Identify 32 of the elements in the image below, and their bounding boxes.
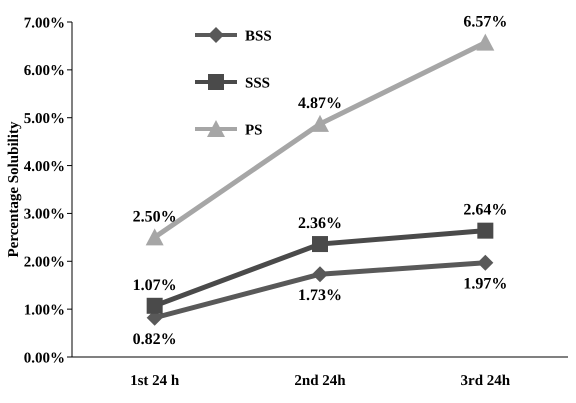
y-tick-label: 2.00% bbox=[24, 254, 65, 271]
data-label: 1.07% bbox=[132, 276, 177, 294]
data-label: 4.87% bbox=[298, 94, 342, 112]
data-label: 2.36% bbox=[298, 215, 342, 232]
y-axis-title: Percentage Solubility bbox=[6, 121, 22, 258]
y-tick-label: 6.00% bbox=[24, 63, 65, 80]
point bbox=[311, 114, 329, 132]
point bbox=[146, 228, 164, 246]
x-tick-label: 1st 24 h bbox=[130, 373, 180, 389]
y-tick-label: 5.00% bbox=[24, 110, 65, 127]
point bbox=[476, 34, 494, 51]
data-label: 2.64% bbox=[463, 202, 508, 219]
data-label: 0.82% bbox=[132, 330, 177, 348]
point bbox=[477, 254, 494, 271]
point bbox=[312, 266, 328, 282]
data-label: 2.50% bbox=[132, 208, 177, 226]
x-tick-label: 3rd 24h bbox=[460, 373, 511, 389]
point bbox=[477, 222, 494, 239]
legend-label: PS bbox=[245, 122, 263, 138]
data-label: 1.73% bbox=[298, 287, 342, 304]
point bbox=[312, 236, 328, 252]
x-tick-label: 2nd 24h bbox=[294, 373, 346, 389]
y-tick-label: 0.00% bbox=[24, 350, 65, 366]
y-tick-label: 3.00% bbox=[24, 206, 65, 223]
y-tick-label: 1.00% bbox=[24, 302, 65, 318]
legend-label: SSS bbox=[245, 75, 270, 92]
legend-label: BSS bbox=[245, 28, 272, 44]
data-label: 1.97% bbox=[463, 276, 508, 293]
point bbox=[146, 298, 163, 314]
y-tick-label: 7.00% bbox=[24, 15, 65, 32]
y-tick-label: 4.00% bbox=[24, 158, 65, 175]
data-label: 6.57% bbox=[463, 14, 508, 31]
